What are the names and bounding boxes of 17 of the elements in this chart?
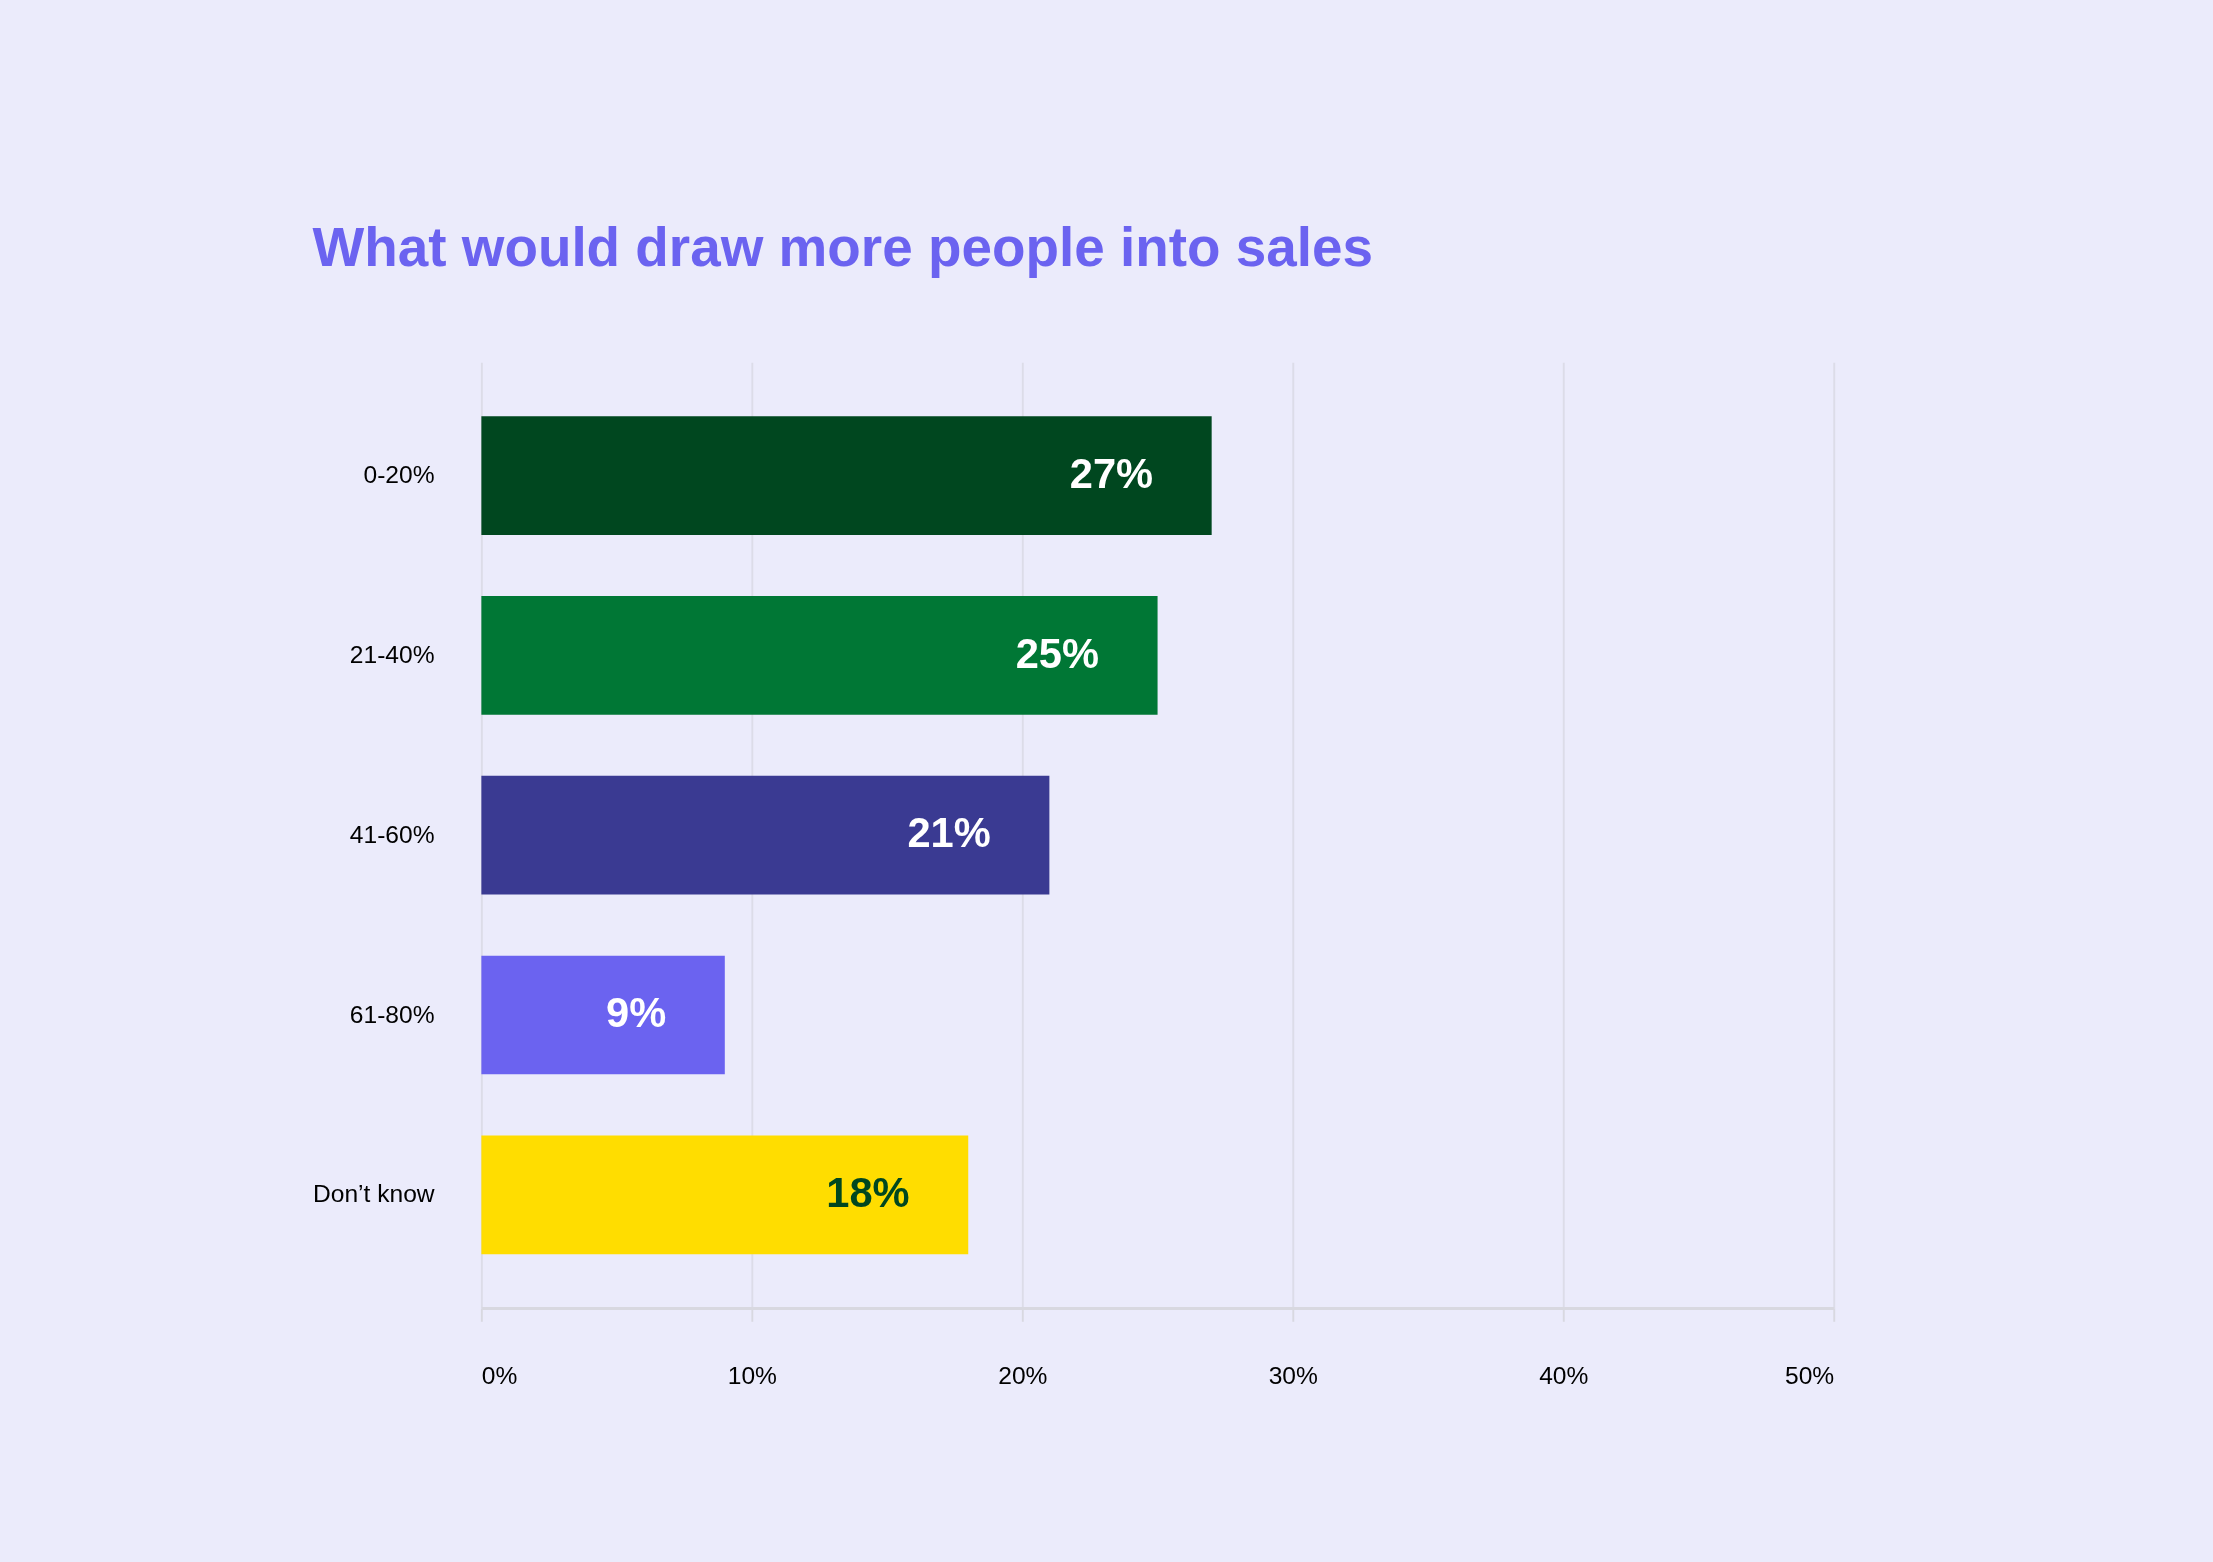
chart-title: What would draw more people into sales — [312, 215, 1373, 278]
x-tick-label: 20% — [998, 1362, 1048, 1390]
x-tick-label: 40% — [1539, 1362, 1589, 1390]
data-label: 21% — [907, 809, 991, 857]
x-tick-label: 30% — [1268, 1362, 1318, 1390]
x-tick-label: 10% — [727, 1362, 777, 1390]
data-label: 25% — [1015, 629, 1099, 677]
y-tick-label: Don’t know — [312, 1180, 435, 1208]
data-label: 27% — [1069, 449, 1154, 497]
x-tick-label: 0% — [481, 1362, 518, 1390]
x-tick-label: 50% — [1785, 1362, 1835, 1390]
y-tick-label: 41-60% — [349, 820, 435, 848]
y-tick-label: 21-40% — [349, 640, 435, 668]
y-tick-label: 61-80% — [349, 1000, 435, 1028]
data-label: 9% — [606, 989, 667, 1037]
y-tick-label: 0-20% — [363, 461, 435, 489]
data-label: 18% — [826, 1169, 910, 1217]
